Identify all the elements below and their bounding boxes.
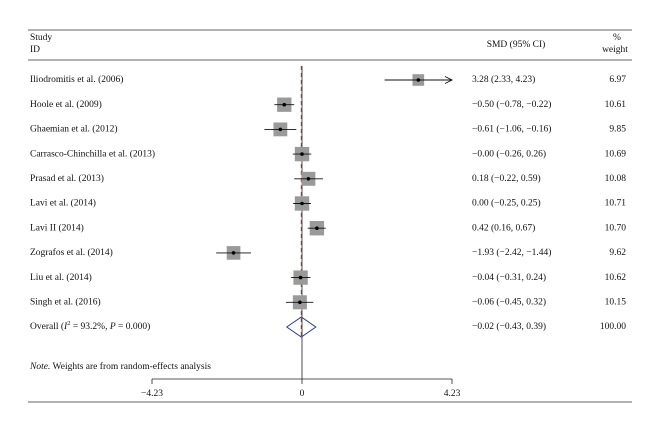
overall-diamond — [285, 316, 317, 338]
x-tick-label: 4.23 — [444, 389, 461, 399]
point-estimate — [278, 127, 283, 132]
ci-label: −0.02 (−0.43, 0.39) — [472, 321, 546, 332]
weight-label: 10.69 — [605, 149, 627, 159]
study-name: Zografos et al. (2014) — [30, 247, 113, 258]
study-name: Ghaemian et al. (2012) — [30, 124, 118, 135]
overall-label-part: P — [109, 322, 116, 332]
point-estimate — [282, 102, 287, 107]
weight-label: 9.85 — [609, 125, 626, 135]
header-weight: weight — [602, 45, 628, 55]
overall-label-part: 2 — [67, 320, 70, 327]
ci-label: −1.93 (−2.42, −1.44) — [472, 247, 551, 258]
study-name: Iliodromitis et al. (2006) — [30, 74, 123, 85]
point-estimate — [300, 201, 304, 206]
study-name: Liu et al. (2014) — [30, 272, 92, 283]
study-name: Carrasco-Chinchilla et al. (2013) — [30, 148, 155, 159]
point-estimate — [306, 177, 311, 181]
header-study: Study — [30, 33, 52, 43]
weight-label: 10.70 — [605, 223, 627, 233]
ci-label: 0.00 (−0.25, 0.25) — [472, 198, 541, 209]
weight-label: 10.62 — [605, 273, 627, 283]
point-estimate — [298, 275, 303, 280]
ci-label: −0.61 (−1.06, −0.16) — [472, 124, 551, 135]
study-name: Hoole et al. (2009) — [30, 99, 102, 110]
weight-label: 10.15 — [605, 297, 627, 307]
note-part: Weights are from random-effects analysis — [50, 361, 211, 372]
overall-label-part: = 0.000) — [116, 321, 151, 332]
overall-label-part: I — [63, 322, 68, 332]
weight-label: 6.97 — [609, 75, 626, 85]
weight-label: 100.00 — [600, 322, 626, 332]
ci-label: 3.28 (2.33, 4.23) — [472, 74, 535, 85]
point-estimate — [300, 152, 304, 156]
note-part: Note. — [29, 362, 50, 372]
point-estimate — [231, 251, 236, 255]
weight-label: 10.08 — [605, 174, 627, 184]
ci-label: −0.06 (−0.45, 0.32) — [472, 296, 546, 307]
weight-label: 9.62 — [609, 248, 626, 258]
x-tick-label: −4.23 — [141, 389, 163, 399]
study-name: Lavi II (2014) — [30, 222, 84, 233]
study-name: Singh et al. (2016) — [30, 296, 101, 307]
study-name: Lavi et al. (2014) — [30, 198, 96, 209]
weight-label: 10.71 — [605, 199, 627, 209]
overall-label: Overall (I2 = 93.2%, P = 0.000) — [30, 320, 150, 332]
study-name: Prasad et al. (2013) — [30, 173, 104, 184]
weight-label: 10.61 — [605, 100, 627, 110]
header-effect: SMD (95% CI) — [487, 39, 546, 50]
overall-label-part: = 93.2%, — [70, 322, 109, 332]
note: Note. Weights are from random-effects an… — [29, 361, 211, 372]
ci-label: 0.18 (−0.22, 0.59) — [472, 173, 541, 184]
ci-arrow — [444, 76, 454, 84]
ci-label: −0.04 (−0.31, 0.24) — [472, 272, 546, 283]
overall-label-part: Overall ( — [30, 321, 64, 332]
ci-label: −0.00 (−0.26, 0.26) — [472, 148, 546, 159]
point-estimate — [315, 226, 319, 230]
x-tick-label: 0 — [300, 389, 305, 399]
header-pct: % — [613, 33, 621, 43]
point-estimate — [298, 300, 302, 305]
ci-label: 0.42 (0.16, 0.67) — [472, 222, 535, 233]
point-estimate — [416, 78, 421, 82]
ci-label: −0.50 (−0.78, −0.22) — [472, 99, 551, 110]
header-id: ID — [30, 45, 40, 55]
